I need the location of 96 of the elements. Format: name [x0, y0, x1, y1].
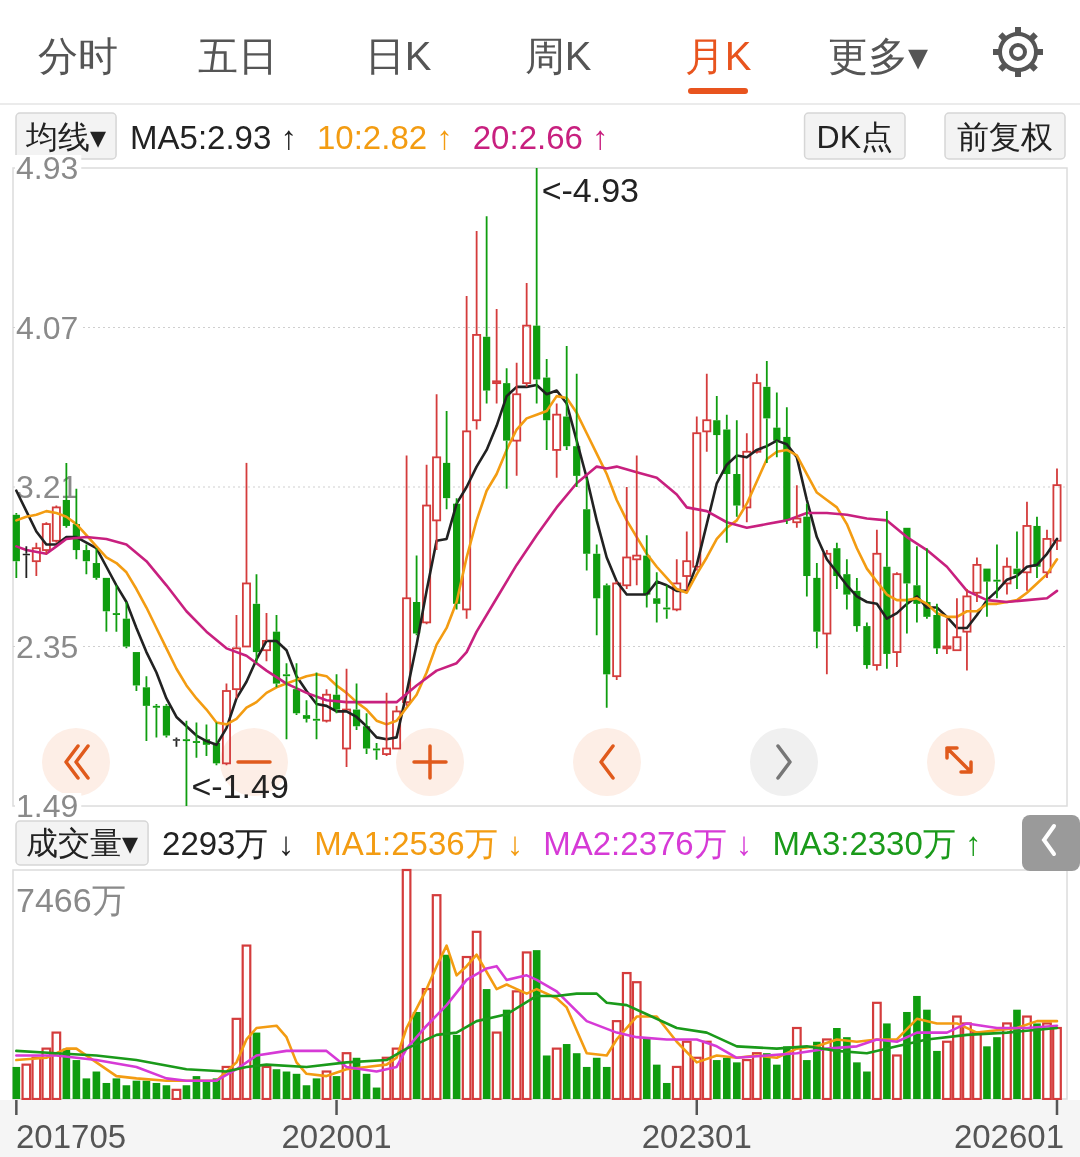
- x-tick-label: 201705: [16, 1118, 127, 1155]
- candlestick: [282, 662, 291, 741]
- candlestick: [182, 719, 191, 807]
- candlestick: [742, 432, 752, 524]
- candlestick: [593, 543, 601, 637]
- candlestick: [622, 486, 632, 590]
- candlestick: [1042, 528, 1052, 579]
- text: MA2:2376万 ↓: [543, 825, 753, 862]
- y-tick-label: 1.49: [16, 788, 79, 824]
- candlestick: [533, 167, 541, 405]
- candlestick: [563, 345, 571, 451]
- candlestick: [122, 601, 131, 650]
- candlestick: [342, 667, 352, 768]
- x-tick-label: 202301: [641, 1118, 752, 1155]
- category-label: 更多▾: [827, 34, 929, 78]
- candlestick: [412, 554, 421, 637]
- x-tick-label: 202001: [281, 1118, 392, 1155]
- candlestick: [522, 282, 532, 388]
- candlestick: [653, 571, 661, 624]
- candlestick: [382, 691, 392, 757]
- text: 前复权: [957, 119, 1053, 155]
- y-tick-label: 2.35: [16, 628, 79, 665]
- candlestick: [822, 549, 832, 676]
- candlestick: [792, 484, 802, 529]
- candlestick: [552, 402, 562, 479]
- text: MA5:2.93 ↑: [130, 119, 297, 156]
- candlestick: [672, 558, 682, 613]
- candlestick: [312, 671, 321, 741]
- candlestick: [813, 562, 821, 650]
- text: MA1:2536万 ↓: [314, 825, 524, 862]
- candlestick: [892, 571, 902, 668]
- legend-title: 成交量▾: [26, 825, 139, 861]
- candlestick: [443, 410, 451, 511]
- candlestick: [702, 372, 712, 453]
- text: MA3:2330万 ↑: [772, 825, 982, 862]
- candlestick: [231, 614, 241, 700]
- candlestick: [31, 541, 41, 577]
- candlestick: [583, 476, 591, 572]
- annotation: <-4.93: [541, 171, 640, 209]
- candlestick: [983, 568, 991, 618]
- candlestick: [962, 588, 972, 672]
- candlestick: [733, 419, 741, 518]
- candlestick: [942, 617, 952, 655]
- category-label: 周K: [524, 34, 592, 78]
- candlestick: [632, 454, 642, 587]
- candlestick: [972, 556, 982, 603]
- line-series: [15, 465, 1059, 704]
- text: 2293万 ↓: [162, 825, 295, 862]
- category-label: 分时: [38, 34, 118, 78]
- x-tick-label: 202601: [953, 1118, 1064, 1155]
- candlestick: [682, 530, 692, 592]
- candlestick: [713, 395, 721, 475]
- candlestick: [462, 295, 472, 620]
- candlestick: [422, 463, 432, 626]
- candlestick: [261, 612, 271, 663]
- candlestick: [803, 502, 811, 598]
- candlestick: [402, 454, 412, 707]
- candlestick: [292, 662, 301, 717]
- text: DK点: [816, 119, 893, 155]
- candlestick: [492, 308, 502, 405]
- candlestick: [1033, 515, 1041, 579]
- candlestick: [362, 712, 371, 755]
- candlestick: [252, 573, 261, 665]
- annotation: <-1.49: [191, 767, 289, 805]
- candlestick: [192, 721, 201, 759]
- candlestick: [302, 699, 311, 724]
- y-tick-label: 4.07: [16, 309, 79, 346]
- category-label: 五日: [198, 34, 278, 78]
- candlestick: [92, 547, 100, 581]
- candlestick: [241, 461, 251, 648]
- category-label: 日K: [364, 34, 432, 78]
- text: 20:2.66 ↑: [472, 119, 609, 156]
- candlestick: [112, 584, 120, 633]
- candlestick: [1002, 556, 1012, 596]
- candlestick: [872, 528, 882, 672]
- candlestick: [512, 361, 522, 477]
- candlestick: [903, 527, 911, 635]
- candlestick: [472, 230, 482, 431]
- candlestick: [142, 675, 151, 742]
- annotation: 7466万: [16, 881, 126, 919]
- candlestick: [933, 602, 941, 655]
- candlestick: [1022, 500, 1032, 592]
- text: 10:2.82 ↑: [316, 119, 453, 156]
- candlestick: [82, 543, 90, 576]
- candlestick: [432, 393, 442, 551]
- category-label: 月K: [684, 34, 752, 78]
- candlestick: [763, 359, 771, 464]
- candlestick: [483, 215, 491, 405]
- candlestick: [863, 621, 871, 670]
- candlestick: [952, 597, 962, 652]
- candlestick: [41, 521, 51, 555]
- candlestick: [1052, 467, 1062, 551]
- candlestick: [993, 543, 1001, 600]
- candlestick: [152, 703, 161, 739]
- candlestick: [603, 582, 611, 709]
- legend-title: 均线▾: [25, 119, 107, 155]
